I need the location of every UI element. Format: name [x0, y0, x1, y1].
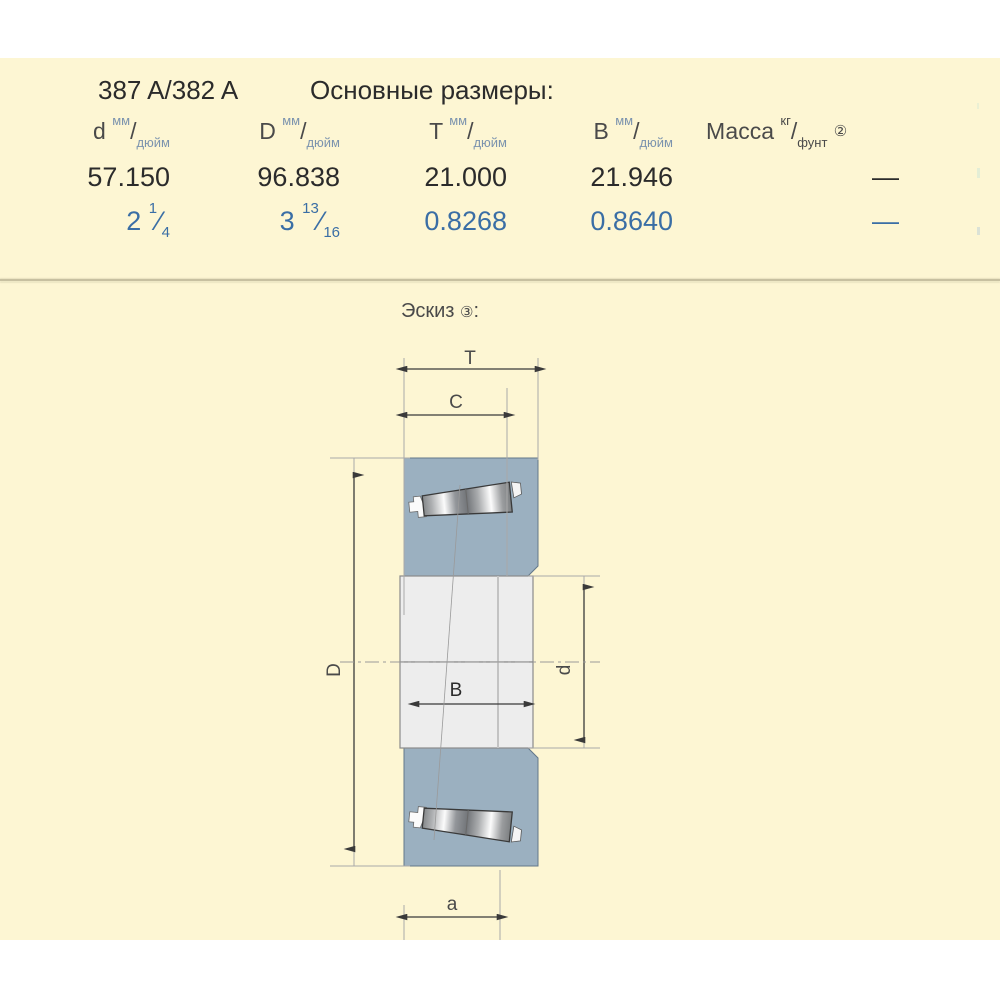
- svg-text:D: D: [324, 663, 345, 677]
- svg-text:d: d: [554, 665, 575, 676]
- svg-text:T: T: [464, 348, 476, 369]
- svg-text:a: a: [447, 894, 458, 915]
- svg-text:B: B: [450, 680, 463, 701]
- svg-text:C: C: [449, 392, 463, 413]
